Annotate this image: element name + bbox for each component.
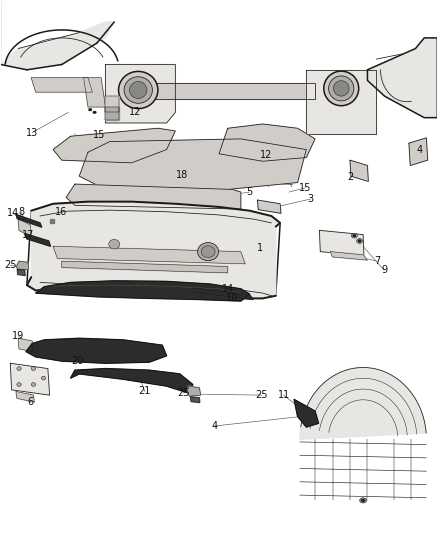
Ellipse shape xyxy=(109,239,120,249)
Polygon shape xyxy=(35,281,250,301)
Ellipse shape xyxy=(361,499,365,502)
Polygon shape xyxy=(367,38,437,118)
Text: 12: 12 xyxy=(129,107,141,117)
Ellipse shape xyxy=(93,111,96,114)
Polygon shape xyxy=(350,160,368,181)
Polygon shape xyxy=(300,368,426,439)
Polygon shape xyxy=(258,200,281,213)
Polygon shape xyxy=(25,233,50,246)
Polygon shape xyxy=(106,107,119,120)
Polygon shape xyxy=(16,214,42,227)
Text: 15: 15 xyxy=(299,183,311,193)
Ellipse shape xyxy=(201,246,215,257)
Text: 4: 4 xyxy=(212,421,218,431)
Text: 16: 16 xyxy=(55,207,67,217)
Text: 19: 19 xyxy=(12,330,24,341)
Polygon shape xyxy=(11,364,49,395)
Polygon shape xyxy=(66,184,241,209)
Polygon shape xyxy=(71,368,193,393)
Ellipse shape xyxy=(333,80,349,96)
Ellipse shape xyxy=(31,383,35,386)
Text: 5: 5 xyxy=(247,187,253,197)
Ellipse shape xyxy=(124,77,152,103)
Text: 21: 21 xyxy=(138,386,151,397)
Text: 12: 12 xyxy=(260,150,272,160)
Polygon shape xyxy=(141,83,315,99)
Text: 25: 25 xyxy=(177,388,190,398)
Text: 8: 8 xyxy=(18,207,25,217)
Polygon shape xyxy=(219,124,315,161)
Polygon shape xyxy=(53,246,245,264)
Polygon shape xyxy=(193,288,253,300)
Text: 20: 20 xyxy=(71,356,83,366)
Ellipse shape xyxy=(357,239,363,244)
Ellipse shape xyxy=(324,71,359,106)
Polygon shape xyxy=(191,397,200,402)
Polygon shape xyxy=(330,252,367,260)
Polygon shape xyxy=(18,219,31,237)
Text: 9: 9 xyxy=(381,265,387,275)
Polygon shape xyxy=(84,78,106,107)
Text: 2: 2 xyxy=(347,172,353,182)
Ellipse shape xyxy=(17,367,21,370)
Text: 6: 6 xyxy=(27,397,33,407)
Ellipse shape xyxy=(328,76,354,101)
Text: 18: 18 xyxy=(176,170,188,180)
Ellipse shape xyxy=(119,71,158,109)
Polygon shape xyxy=(18,338,33,352)
Ellipse shape xyxy=(353,235,356,237)
Text: 13: 13 xyxy=(26,127,38,138)
Text: 3: 3 xyxy=(307,194,314,204)
Text: 25: 25 xyxy=(255,390,268,400)
Text: 4: 4 xyxy=(417,144,423,155)
Ellipse shape xyxy=(360,498,367,503)
Text: 14: 14 xyxy=(222,284,234,294)
Ellipse shape xyxy=(17,383,21,386)
Polygon shape xyxy=(187,386,201,396)
Polygon shape xyxy=(16,261,28,270)
Text: 25: 25 xyxy=(4,261,17,270)
Ellipse shape xyxy=(351,233,357,238)
Text: 11: 11 xyxy=(278,390,290,400)
Text: 14: 14 xyxy=(7,208,19,219)
Polygon shape xyxy=(1,1,114,70)
Polygon shape xyxy=(106,96,119,112)
Text: 17: 17 xyxy=(21,230,34,240)
Polygon shape xyxy=(79,139,306,189)
Polygon shape xyxy=(27,201,280,298)
Polygon shape xyxy=(31,78,92,92)
Ellipse shape xyxy=(41,376,46,380)
Polygon shape xyxy=(62,261,228,273)
Polygon shape xyxy=(319,230,364,256)
Polygon shape xyxy=(17,269,25,276)
Polygon shape xyxy=(16,391,34,402)
Text: 15: 15 xyxy=(93,130,105,140)
Ellipse shape xyxy=(358,240,361,243)
Polygon shape xyxy=(26,338,166,364)
Polygon shape xyxy=(53,128,175,163)
Polygon shape xyxy=(409,138,427,165)
Polygon shape xyxy=(306,70,376,134)
Polygon shape xyxy=(294,399,318,427)
Text: 1: 1 xyxy=(258,243,264,253)
Ellipse shape xyxy=(130,82,147,99)
Text: 10: 10 xyxy=(226,293,238,303)
Polygon shape xyxy=(106,64,175,123)
Ellipse shape xyxy=(31,367,35,370)
Text: 7: 7 xyxy=(374,256,380,266)
Ellipse shape xyxy=(88,108,92,111)
Ellipse shape xyxy=(198,243,219,261)
